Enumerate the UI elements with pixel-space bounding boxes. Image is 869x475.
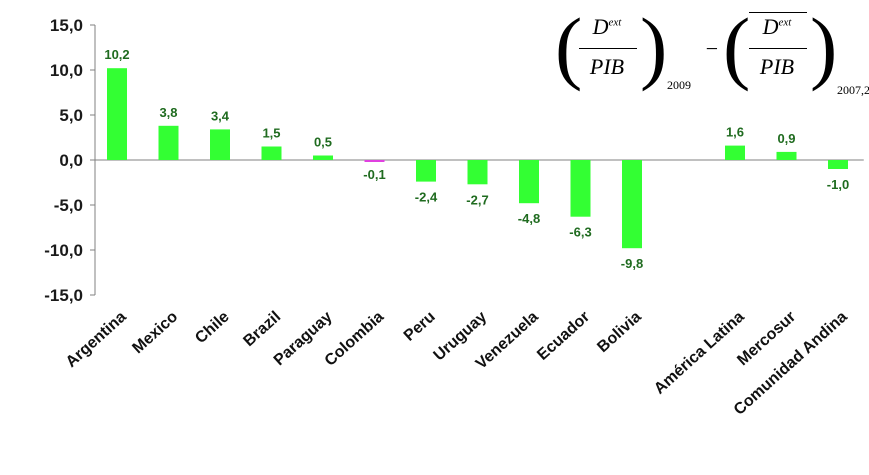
formula-annotation: ( Dext PIB ) 2009 − ( Dext PIB ) 2007,20… xyxy=(555,1,869,101)
category-label: Mexico xyxy=(129,308,181,357)
formula-subscript-1: 2009 xyxy=(667,78,691,92)
left-paren-1: ( xyxy=(555,1,583,92)
data-label: -2,4 xyxy=(415,190,438,205)
data-labels: 10,2 3,8 3,4 1,5 0,5 -0,1 -2,4 -2,7 -4,8 -6,3 -9,8… xyxy=(104,47,849,271)
data-label: -4,8 xyxy=(518,211,540,226)
formula-numerator-2: Dext xyxy=(762,14,792,39)
bar-uruguay xyxy=(467,160,488,185)
data-label: 10,2 xyxy=(104,47,129,62)
data-label: 0,5 xyxy=(314,135,332,150)
right-paren-1: ) xyxy=(640,1,668,92)
data-label: 1,5 xyxy=(262,126,280,141)
y-tick-label: -15,0 xyxy=(44,286,83,305)
category-label: Brazil xyxy=(240,308,284,350)
bar-mercosur xyxy=(776,151,797,160)
bar-américa-latina xyxy=(725,145,745,160)
y-tick-label: 0,0 xyxy=(59,151,83,170)
right-paren-2: ) xyxy=(810,1,838,92)
formula-subscript-2: 2007,2008 xyxy=(837,83,869,97)
data-label: -6,3 xyxy=(569,225,591,240)
y-tick-label: 15,0 xyxy=(50,16,83,35)
bar-venezuela xyxy=(519,160,539,204)
bar-ecuador xyxy=(570,160,591,217)
data-label: 1,6 xyxy=(726,125,744,140)
bar-peru xyxy=(416,160,436,182)
bar-brazil xyxy=(261,146,282,160)
data-label: 3,8 xyxy=(159,105,177,120)
bar-chile xyxy=(210,129,230,160)
bar-colombia xyxy=(364,160,385,162)
category-label: Peru xyxy=(401,308,439,344)
bar-bolivia xyxy=(622,160,642,249)
y-tick-label: -10,0 xyxy=(44,241,83,260)
data-label: -1,0 xyxy=(827,177,849,192)
data-label: 3,4 xyxy=(211,108,230,123)
data-label: -2,7 xyxy=(466,192,488,207)
data-label: 0,9 xyxy=(777,131,795,146)
bars xyxy=(107,68,848,249)
y-tick-label: 5,0 xyxy=(59,106,83,125)
formula-minus: − xyxy=(705,36,719,61)
data-label: -9,8 xyxy=(621,256,643,271)
formula-denominator-1: PIB xyxy=(589,54,625,79)
y-tick-label: 10,0 xyxy=(50,61,83,80)
y-tick-label: -5,0 xyxy=(54,196,83,215)
data-label: -0,1 xyxy=(363,167,385,182)
category-label: Ecuador xyxy=(534,308,593,363)
category-label: Chile xyxy=(192,308,233,347)
bar-argentina xyxy=(107,68,127,160)
category-label: América Latina xyxy=(651,308,748,397)
category-label: Argentina xyxy=(63,308,130,371)
bar-comunidad-andina xyxy=(828,160,848,169)
category-label: Bolivia xyxy=(594,308,644,356)
left-paren-2: ( xyxy=(723,1,751,92)
formula-denominator-2: PIB xyxy=(759,54,795,79)
formula-numerator-1: Dext xyxy=(592,14,622,39)
category-labels: Argentina Mexico Chile BrazilParaguayColomb… xyxy=(63,308,851,419)
bar-mexico xyxy=(158,125,179,160)
bar-paraguay xyxy=(313,155,333,160)
